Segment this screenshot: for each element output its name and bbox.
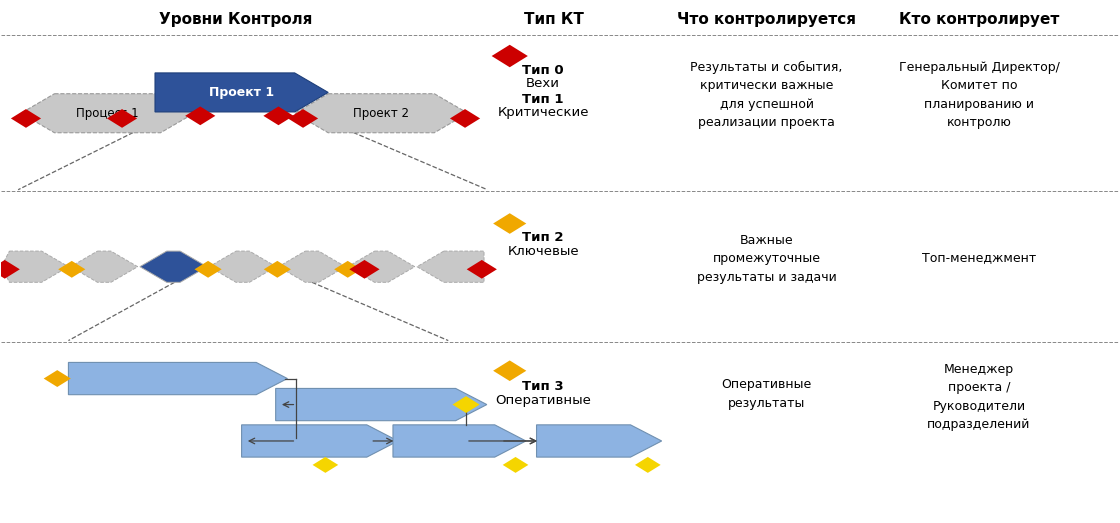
Polygon shape bbox=[349, 260, 380, 279]
Text: Важные
промежуточные
результаты и задачи: Важные промежуточные результаты и задачи bbox=[697, 234, 837, 284]
Polygon shape bbox=[467, 260, 497, 279]
Text: Тип 1: Тип 1 bbox=[523, 93, 564, 106]
Text: Тип КТ: Тип КТ bbox=[524, 12, 585, 27]
Text: Процесс 1: Процесс 1 bbox=[76, 107, 139, 120]
Polygon shape bbox=[288, 109, 318, 128]
Polygon shape bbox=[295, 94, 468, 133]
Polygon shape bbox=[195, 261, 222, 278]
Polygon shape bbox=[71, 251, 138, 282]
Text: Что контролируется: Что контролируется bbox=[678, 12, 856, 27]
Text: Кто контролирует: Кто контролирует bbox=[898, 12, 1060, 27]
Polygon shape bbox=[536, 425, 662, 457]
Text: Менеджер
проекта /
Руководители
подразделений: Менеджер проекта / Руководители подразде… bbox=[927, 362, 1030, 431]
Text: Генеральный Директор/
Комитет по
планированию и
контролю: Генеральный Директор/ Комитет по планиро… bbox=[898, 61, 1060, 129]
Text: Уровни Контроля: Уровни Контроля bbox=[159, 12, 312, 27]
Polygon shape bbox=[58, 261, 85, 278]
Polygon shape bbox=[503, 457, 529, 473]
Polygon shape bbox=[155, 73, 328, 112]
Text: Вехи: Вехи bbox=[526, 76, 560, 89]
Polygon shape bbox=[493, 360, 526, 381]
Polygon shape bbox=[450, 109, 480, 128]
Text: Ключевые: Ключевые bbox=[507, 245, 579, 258]
Polygon shape bbox=[264, 261, 291, 278]
Polygon shape bbox=[68, 362, 288, 395]
Text: Проект 2: Проект 2 bbox=[353, 107, 409, 120]
Text: Критические: Критические bbox=[497, 106, 589, 119]
Polygon shape bbox=[452, 396, 479, 413]
Polygon shape bbox=[276, 389, 487, 420]
Text: Оперативные
результаты: Оперативные результаты bbox=[721, 379, 812, 410]
Polygon shape bbox=[417, 251, 484, 282]
Text: Топ-менеджмент: Топ-менеджмент bbox=[922, 251, 1036, 264]
Text: Проект 1: Проект 1 bbox=[209, 86, 274, 99]
Polygon shape bbox=[21, 94, 194, 133]
Polygon shape bbox=[312, 457, 338, 473]
Polygon shape bbox=[492, 45, 528, 67]
Polygon shape bbox=[493, 213, 526, 234]
Polygon shape bbox=[11, 109, 41, 128]
Polygon shape bbox=[1, 251, 68, 282]
Polygon shape bbox=[393, 425, 526, 457]
Polygon shape bbox=[44, 370, 71, 387]
Polygon shape bbox=[279, 251, 345, 282]
Text: Тип 0: Тип 0 bbox=[522, 64, 564, 76]
Text: Тип 3: Тип 3 bbox=[522, 380, 564, 393]
Polygon shape bbox=[263, 107, 293, 125]
Text: Результаты и события,
критически важные
для успешной
реализации проекта: Результаты и события, критически важные … bbox=[691, 61, 843, 129]
Text: Оперативные: Оперативные bbox=[495, 394, 591, 407]
Polygon shape bbox=[209, 251, 277, 282]
Text: Тип 2: Тип 2 bbox=[523, 231, 564, 244]
Polygon shape bbox=[347, 251, 414, 282]
Polygon shape bbox=[140, 251, 207, 282]
Polygon shape bbox=[334, 261, 362, 278]
Polygon shape bbox=[242, 425, 398, 457]
Polygon shape bbox=[185, 107, 215, 125]
Polygon shape bbox=[635, 457, 661, 473]
Polygon shape bbox=[108, 109, 137, 128]
Polygon shape bbox=[0, 260, 20, 279]
